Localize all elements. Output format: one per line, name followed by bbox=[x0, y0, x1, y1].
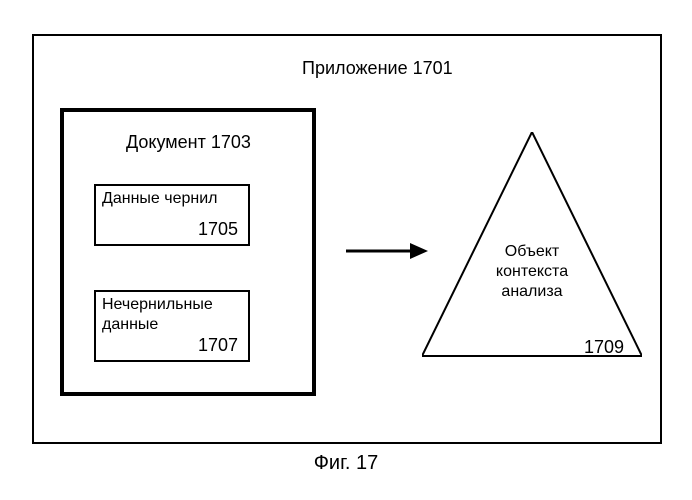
application-title: Приложение 1701 bbox=[302, 58, 453, 79]
arrow-icon bbox=[344, 236, 432, 266]
nonink-data-label-line1: Нечернильные bbox=[102, 296, 213, 314]
nonink-data-label-line2: данные bbox=[102, 316, 158, 334]
application-box: Приложение 1701 Документ 1703 Данные чер… bbox=[32, 34, 662, 444]
triangle-number: 1709 bbox=[584, 337, 624, 358]
nonink-data-number: 1707 bbox=[198, 335, 238, 356]
document-title: Документ 1703 bbox=[126, 132, 251, 153]
triangle-label-line1: Объект bbox=[422, 242, 642, 263]
analysis-context-object: Объект контекста анализа 1709 bbox=[422, 132, 642, 362]
ink-data-box: Данные чернил 1705 bbox=[94, 184, 250, 246]
ink-data-number: 1705 bbox=[198, 219, 238, 240]
ink-data-label: Данные чернил bbox=[102, 190, 218, 208]
triangle-label-line2: контекста bbox=[422, 262, 642, 283]
nonink-data-box: Нечернильные данные 1707 bbox=[94, 290, 250, 362]
document-box: Документ 1703 Данные чернил 1705 Нечерни… bbox=[60, 108, 316, 396]
triangle-label-line3: анализа bbox=[422, 282, 642, 303]
figure-caption: Фиг. 17 bbox=[0, 452, 692, 475]
